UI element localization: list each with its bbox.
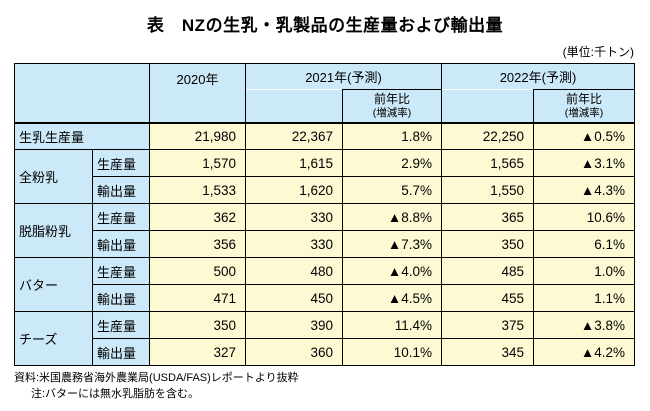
value-2022: 1,565 xyxy=(441,149,534,177)
dairy-production-table: 2020年 2021年(予測) 2022年(予測) 前年比 (増減率) 前年比 (増… xyxy=(14,63,635,366)
yoy-2021: 11.4% xyxy=(342,311,442,339)
header-2022-value-spacer xyxy=(441,89,534,123)
table-row-smp-export: 輸出量 356 330 ▲7.3% 350 6.1% xyxy=(15,230,635,258)
table-row-wmp-production: 全粉乳 生産量 1,570 1,615 2.9% 1,565 ▲3.1% xyxy=(14,149,635,204)
table-row-cheese-export: 輸出量 327 360 10.1% 345 ▲4.2% xyxy=(15,338,635,366)
value-2020: 327 xyxy=(149,338,246,366)
value-2022: 455 xyxy=(441,284,534,312)
sub-label: 輸出量 xyxy=(92,338,150,366)
table-row-wmp-export: 輸出量 1,533 1,620 5.7% 1,550 ▲4.3% xyxy=(15,176,635,204)
yoy-2021: 2.9% xyxy=(342,149,442,177)
value-2020: 471 xyxy=(149,284,246,312)
yoy-2022: 1.0% xyxy=(533,257,635,285)
row-label: 生乳生産量 xyxy=(14,121,150,150)
value-2021: 480 xyxy=(245,257,343,285)
value-2020: 21,980 xyxy=(149,121,246,150)
value-2020: 350 xyxy=(149,311,246,339)
column-header-2022-yoy: 前年比 (増減率) xyxy=(533,89,635,123)
category-label: 脱脂粉乳 xyxy=(14,203,93,258)
table-row-smp-production: 脱脂粉乳 生産量 362 330 ▲8.8% 365 10.6% xyxy=(14,203,635,258)
table-row-raw-milk: 生乳生産量 21,980 22,367 1.8% 22,250 ▲0.5% xyxy=(14,121,635,150)
yoy-2021: 5.7% xyxy=(342,176,442,204)
yoy-2021: ▲4.0% xyxy=(342,257,442,285)
yoy-2021: ▲8.8% xyxy=(342,203,442,231)
value-2022: 485 xyxy=(441,257,534,285)
yoy-sublabel: (増減率) xyxy=(564,106,604,119)
yoy-2021: 1.8% xyxy=(342,121,442,150)
value-2020: 1,533 xyxy=(149,176,246,204)
yoy-sublabel: (増減率) xyxy=(372,106,412,119)
category-label: チーズ xyxy=(14,311,93,366)
sub-label: 輸出量 xyxy=(92,284,150,312)
value-2022: 375 xyxy=(441,311,534,339)
yoy-2022: 6.1% xyxy=(533,230,635,258)
sub-label: 生産量 xyxy=(92,149,150,177)
column-header-2021-yoy: 前年比 (増減率) xyxy=(342,89,442,123)
table-row-butter-export: 輸出量 471 450 ▲4.5% 455 1.1% xyxy=(15,284,635,312)
source-note: 資料:米国農務省海外農業局(USDA/FAS)レポートより抜粋 xyxy=(14,372,299,384)
value-2022: 365 xyxy=(441,203,534,231)
yoy-2022: 10.6% xyxy=(533,203,635,231)
yoy-2021: ▲7.3% xyxy=(342,230,442,258)
sub-label: 輸出量 xyxy=(92,176,150,204)
yoy-label: 前年比 xyxy=(373,91,410,106)
yoy-2021: ▲4.5% xyxy=(342,284,442,312)
value-2021: 390 xyxy=(245,311,343,339)
sub-label: 生産量 xyxy=(92,257,150,285)
category-label: 全粉乳 xyxy=(14,149,93,204)
yoy-2022: 1.1% xyxy=(533,284,635,312)
yoy-2022: ▲0.5% xyxy=(533,121,635,150)
value-2020: 1,570 xyxy=(149,149,246,177)
sub-label: 生産量 xyxy=(92,311,150,339)
value-2022: 1,550 xyxy=(441,176,534,204)
page-title: 表 NZの生乳・乳製品の生産量および輸出量 xyxy=(146,16,504,35)
yoy-2022: ▲3.8% xyxy=(533,311,635,339)
value-2020: 500 xyxy=(149,257,246,285)
category-label: バター xyxy=(14,257,93,312)
yoy-2022: ▲4.3% xyxy=(533,176,635,204)
yoy-2022: ▲4.2% xyxy=(533,338,635,366)
sub-label: 輸出量 xyxy=(92,230,150,258)
value-2021: 360 xyxy=(245,338,343,366)
yoy-2021: 10.1% xyxy=(342,338,442,366)
column-header-2022: 2022年(予測) xyxy=(441,63,635,90)
value-2021: 1,615 xyxy=(245,149,343,177)
table-row-cheese-production: チーズ 生産量 350 390 11.4% 375 ▲3.8% xyxy=(14,311,635,366)
value-2020: 356 xyxy=(149,230,246,258)
column-header-2020: 2020年 xyxy=(149,63,246,123)
yoy-2022: ▲3.1% xyxy=(533,149,635,177)
value-2022: 350 xyxy=(441,230,534,258)
yoy-label: 前年比 xyxy=(565,91,602,106)
value-2022: 345 xyxy=(441,338,534,366)
value-2022: 22,250 xyxy=(441,121,534,150)
table-corner-cell xyxy=(14,63,150,123)
header-2021-value-spacer xyxy=(245,89,343,123)
footer-notes: 資料:米国農務省海外農業局(USDA/FAS)レポートより抜粋 注:バターには無… xyxy=(0,371,650,403)
table-row-butter-production: バター 生産量 500 480 ▲4.0% 485 1.0% xyxy=(14,257,635,312)
value-2021: 330 xyxy=(245,230,343,258)
column-header-2021: 2021年(予測) xyxy=(245,63,442,90)
value-2021: 450 xyxy=(245,284,343,312)
unit-label: (単位:千トン) xyxy=(562,45,634,59)
value-2021: 330 xyxy=(245,203,343,231)
sub-label: 生産量 xyxy=(92,203,150,231)
value-2021: 22,367 xyxy=(245,121,343,150)
value-2020: 362 xyxy=(149,203,246,231)
value-2021: 1,620 xyxy=(245,176,343,204)
footnote: 注:バターには無水乳脂肪を含む。 xyxy=(31,387,200,400)
